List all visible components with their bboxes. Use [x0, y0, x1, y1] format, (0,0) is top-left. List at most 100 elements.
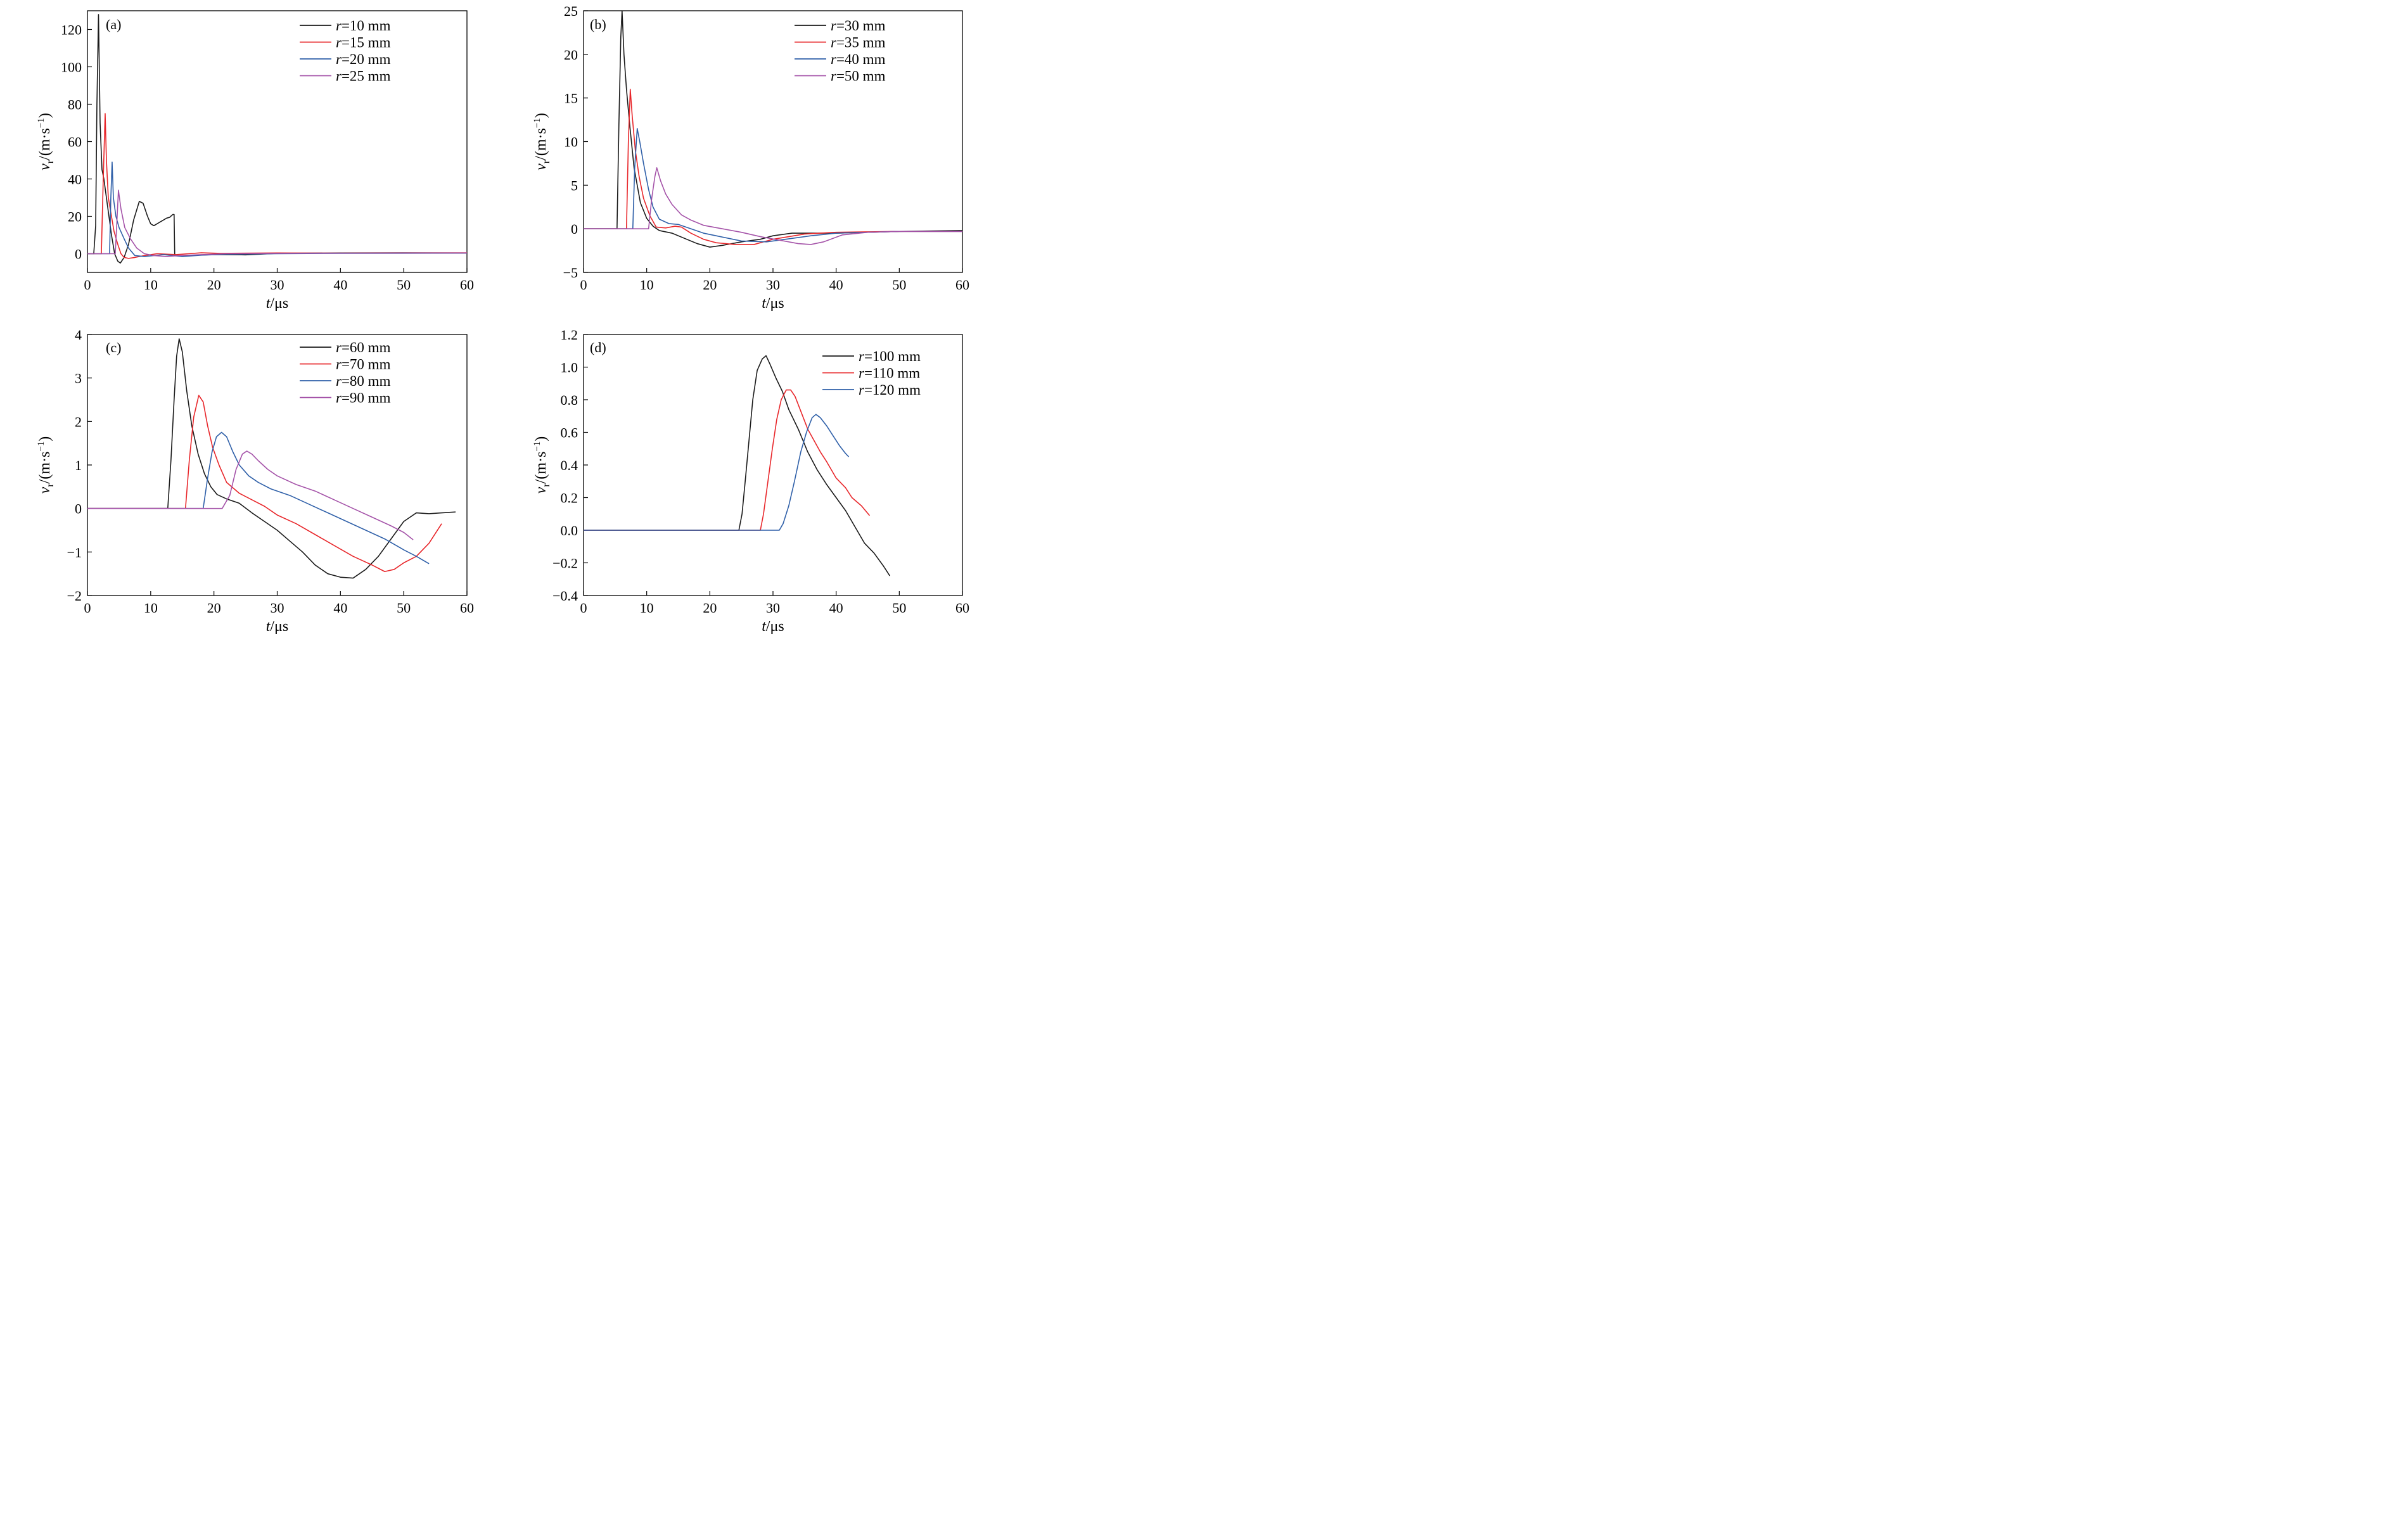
panel-label: (c) — [106, 340, 121, 355]
x-tick-label: 60 — [955, 277, 969, 293]
x-tick-label: 30 — [271, 600, 284, 616]
series-line — [87, 450, 414, 540]
x-tick-label: 0 — [580, 600, 587, 616]
panel-label: (b) — [590, 16, 606, 32]
x-tick-label: 60 — [460, 277, 474, 293]
x-tick-label: 60 — [955, 600, 969, 616]
legend-label: r=25 mm — [336, 68, 391, 84]
x-tick-label: 20 — [207, 600, 221, 616]
x-axis-label: t/μs — [266, 618, 289, 635]
series-line — [584, 167, 962, 245]
legend-label: r=30 mm — [831, 18, 886, 34]
y-tick-label: 0 — [75, 246, 82, 262]
y-tick-label: 15 — [564, 91, 578, 106]
series-line — [584, 414, 850, 531]
panel-b: 0 10 20 30 40 50 60−50510152025t/μsvr/(m·s−1)(… — [532, 3, 969, 312]
legend-label: r=90 mm — [336, 390, 391, 406]
y-tick-label: 1.2 — [561, 327, 578, 343]
series-line — [584, 128, 962, 243]
x-tick-label: 10 — [144, 600, 158, 616]
panel-a: 0 10 20 30 40 50 60 0 20 40 60 80 100 120 t/μs vr/(m·s−… — [36, 10, 474, 312]
legend-label: r=20 mm — [336, 51, 391, 67]
y-tick-label: 10 — [564, 134, 578, 150]
series-line — [584, 389, 871, 531]
figure: 0 10 20 30 40 50 60020406080100120t/μsvr/(m·s−… — [36, 3, 969, 635]
series-line — [87, 431, 430, 564]
y-axis-label: vr/(m·s−1) — [532, 436, 552, 494]
x-tick-label: 40 — [333, 600, 347, 616]
y-axis-label: vr/(m·s−1) — [36, 436, 56, 494]
series-line — [584, 10, 963, 248]
x-tick-label: 20 — [207, 277, 221, 293]
x-tick-label: 20 — [703, 600, 717, 616]
x-tick-label: 0 — [84, 277, 91, 293]
y-tick-label: 0.4 — [561, 457, 578, 473]
y-tick-label: 60 — [68, 134, 82, 150]
series-line — [87, 189, 468, 257]
legend-label: r=120 mm — [859, 382, 921, 398]
plot-frame — [87, 334, 468, 596]
panel-c: 0 10 20 30 40 50 60 −2 −1 0 1 2 3 4 t/μs vr/(m·s−1) (c) r… — [36, 327, 474, 635]
x-tick-label: 20 — [703, 277, 717, 293]
legend-label: r=10 mm — [336, 18, 391, 34]
legend-label: r=60 mm — [336, 340, 391, 355]
x-axis-label: t/μs — [762, 618, 784, 635]
x-axis-label: t/μs — [762, 295, 784, 312]
y-tick-label: 0 — [75, 501, 82, 517]
y-tick-label: 0.0 — [561, 523, 578, 538]
series-line — [584, 355, 891, 576]
y-axis-label: vr/(m·s−1) — [36, 113, 56, 170]
y-tick-label: 5 — [571, 177, 578, 193]
x-tick-label: 50 — [397, 277, 411, 293]
y-tick-label: 0.2 — [561, 490, 578, 506]
x-axis-label: t/μs — [266, 295, 289, 312]
y-tick-label: 20 — [564, 47, 578, 63]
x-tick-label: 10 — [144, 277, 158, 293]
legend-label: r=110 mm — [859, 366, 920, 381]
legend-label: r=15 mm — [336, 35, 391, 51]
panel-label: (d) — [590, 340, 606, 355]
y-tick-label: 0.8 — [561, 392, 578, 408]
series-line — [87, 14, 468, 264]
y-tick-label: −0.2 — [552, 556, 578, 571]
series-line — [87, 395, 442, 573]
y-tick-label: 100 — [61, 60, 82, 75]
y-tick-label: 0 — [571, 221, 578, 237]
legend-label: r=80 mm — [336, 373, 391, 389]
y-tick-label: −5 — [563, 265, 578, 281]
x-tick-label: 30 — [766, 277, 780, 293]
panel-label: (a) — [106, 16, 121, 32]
y-tick-label: 4 — [75, 327, 82, 343]
plot-frame — [583, 10, 963, 273]
y-tick-label: 40 — [68, 172, 82, 188]
y-axis-label: vr/(m·s−1) — [532, 113, 552, 170]
x-tick-label: 10 — [640, 600, 654, 616]
y-tick-label: 3 — [75, 371, 82, 386]
y-tick-label: 25 — [564, 3, 578, 19]
x-tick-label: 0 — [580, 277, 587, 293]
x-tick-label: 40 — [829, 600, 843, 616]
y-tick-label: 2 — [75, 414, 82, 430]
legend-label: r=50 mm — [831, 68, 886, 84]
y-tick-label: −0.4 — [552, 588, 578, 604]
series-line — [87, 162, 468, 257]
x-tick-label: 0 — [84, 600, 91, 616]
series-line — [584, 89, 962, 245]
legend-label: r=100 mm — [859, 348, 921, 364]
series-line — [87, 113, 468, 259]
x-tick-label: 40 — [333, 277, 347, 293]
x-tick-label: 10 — [640, 277, 654, 293]
y-tick-label: −2 — [67, 588, 82, 604]
plot-frame — [87, 10, 468, 273]
y-tick-label: 0.6 — [561, 425, 578, 441]
series-line — [87, 338, 456, 579]
y-tick-label: −1 — [67, 544, 82, 560]
x-tick-label: 50 — [397, 600, 411, 616]
legend-label: r=70 mm — [336, 357, 391, 372]
y-tick-label: 80 — [68, 97, 82, 113]
x-tick-label: 30 — [271, 277, 284, 293]
legend-label: r=40 mm — [831, 51, 886, 67]
x-tick-label: 40 — [829, 277, 843, 293]
x-tick-label: 60 — [460, 600, 474, 616]
legend-label: r=35 mm — [831, 35, 886, 51]
